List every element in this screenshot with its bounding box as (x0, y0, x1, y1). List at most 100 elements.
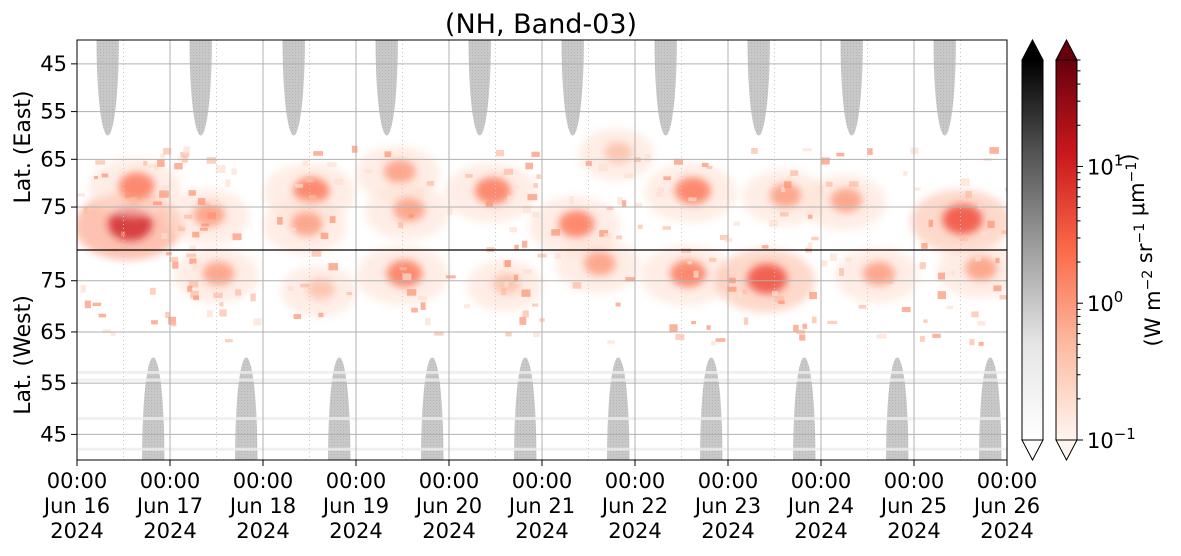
y-tick-label-west: 45 (40, 422, 67, 446)
emission-core-15 (674, 177, 711, 205)
speckle (402, 273, 412, 281)
speckle (327, 162, 337, 167)
speckle (987, 220, 995, 228)
speckle (125, 194, 134, 198)
speckle (153, 201, 163, 206)
x-tick-label-line: 00:00 (326, 469, 387, 493)
speckle (305, 176, 314, 183)
x-tick-label-line: 00:00 (977, 469, 1038, 493)
speckle (181, 220, 186, 228)
speckle (621, 200, 627, 207)
speckle (426, 181, 435, 186)
speckle (820, 157, 830, 165)
speckle (188, 190, 196, 196)
speckle (300, 283, 310, 288)
speckle (513, 184, 520, 189)
x-tick-label-line: 00:00 (140, 469, 201, 493)
x-tick-label-line: 00:00 (884, 469, 945, 493)
x-tick-label-line: 2024 (515, 519, 568, 543)
speckle (919, 335, 925, 342)
emission-core-8 (383, 159, 416, 184)
speckle (515, 279, 524, 284)
speckle (495, 150, 504, 157)
x-tick-label-line: 2024 (329, 519, 382, 543)
emission-core-22 (965, 256, 998, 281)
speckle (719, 234, 729, 241)
speckle (691, 321, 697, 325)
speckle (232, 233, 242, 241)
speckle (554, 253, 562, 259)
x-tick-label: 00:00 Jun 22 2024 (600, 469, 668, 543)
y-tick-label-west: 75 (40, 269, 67, 293)
speckle (787, 175, 792, 180)
speckle (724, 238, 733, 243)
speckle (199, 227, 208, 231)
x-tick-label-line: 2024 (50, 519, 103, 543)
speckle (195, 263, 203, 269)
speckle (80, 284, 86, 293)
colorbar-tick-label: 100 (1087, 288, 1123, 316)
speckle (569, 196, 575, 204)
speckle (311, 250, 322, 257)
grid-layer (76, 40, 1008, 460)
speckle (447, 207, 453, 215)
speckle (1001, 230, 1007, 235)
emission-core-1 (118, 172, 155, 200)
speckle (688, 197, 697, 202)
speckle (98, 313, 107, 318)
speckle (975, 256, 982, 262)
x-tick-label-line: 2024 (608, 519, 661, 543)
colorbar-label: (W m−2 sr−1 μm−1) (1117, 154, 1165, 347)
speckle (598, 163, 608, 172)
speckle (351, 145, 358, 153)
speckle (914, 187, 921, 191)
speckle (838, 267, 844, 276)
colorbar-reds-extend-top (1055, 38, 1078, 61)
speckle (532, 211, 540, 218)
colorbar-reds-extend-bottom (1055, 439, 1078, 462)
speckle (827, 320, 838, 324)
x-tick-label: 00:00 Jun 18 2024 (228, 469, 296, 543)
speckle (693, 270, 699, 278)
speckle (775, 295, 785, 303)
speckle (129, 197, 137, 205)
colorbar-tick-label: 101 (1087, 151, 1123, 179)
speckle (424, 318, 431, 326)
emission-core-21 (942, 204, 983, 235)
speckle (937, 272, 946, 280)
emission-core-3 (202, 261, 235, 286)
speckle (295, 184, 303, 188)
speckle (509, 227, 518, 233)
speckle (742, 289, 747, 295)
speckle (399, 267, 407, 271)
speckle (829, 253, 837, 261)
y-tick-label-west: 55 (40, 371, 67, 395)
speckle (504, 260, 512, 267)
y-tick-label-west: 65 (40, 320, 67, 344)
speckle (434, 332, 444, 336)
speckle (504, 281, 509, 288)
speckle (186, 253, 197, 258)
speckle (923, 319, 928, 323)
speckle (802, 323, 808, 329)
emission-core-6 (306, 278, 335, 300)
x-tick-label-line: 00:00 (47, 469, 108, 493)
speckle (807, 214, 813, 219)
speckle (169, 256, 179, 263)
x-tick-label-line: Jun 23 (693, 494, 761, 518)
speckle (903, 171, 908, 176)
speckle (715, 338, 726, 342)
emission-core-5 (290, 212, 323, 237)
speckle (420, 302, 426, 310)
speckle (663, 176, 671, 181)
speckle (625, 277, 636, 282)
speckle (513, 274, 519, 282)
speckle (793, 324, 799, 333)
emission-core-10 (474, 177, 511, 205)
speckle (110, 331, 116, 336)
speckle (910, 147, 919, 155)
speckle (662, 226, 671, 230)
speckle (119, 245, 129, 251)
speckle (93, 175, 98, 180)
